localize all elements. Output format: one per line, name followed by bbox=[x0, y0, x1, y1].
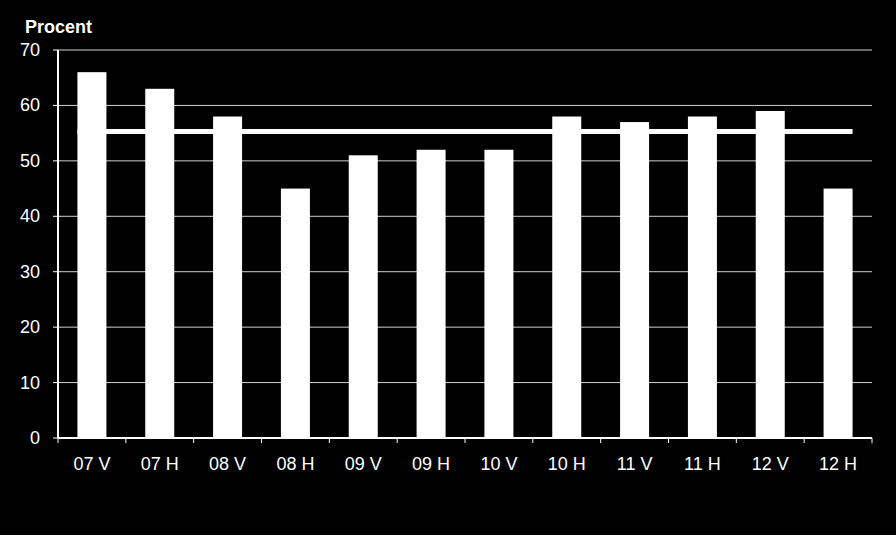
bar bbox=[688, 117, 717, 438]
plot-area bbox=[77, 72, 852, 438]
y-tick-label: 20 bbox=[20, 317, 40, 337]
x-tick-label: 11 H bbox=[684, 454, 721, 474]
y-tick-label: 60 bbox=[20, 95, 40, 115]
bar bbox=[281, 189, 310, 438]
bar bbox=[756, 111, 785, 438]
grid-line bbox=[58, 327, 872, 328]
grid-line bbox=[58, 160, 872, 161]
y-tick-label: 40 bbox=[20, 206, 40, 226]
chart-root: 0 10 20 30 40 50 60 70 07 V 07 H 08 V 08 H 09 V 09 H 1… bbox=[0, 0, 896, 535]
x-tick-label: 10 H bbox=[548, 454, 586, 474]
grid-line bbox=[58, 382, 872, 383]
x-tick-mark bbox=[532, 438, 533, 443]
y-axis bbox=[57, 50, 59, 438]
bar bbox=[349, 155, 378, 438]
x-tick-mark bbox=[261, 438, 262, 443]
x-tick-mark bbox=[58, 438, 59, 443]
y-tick-label: 0 bbox=[30, 428, 40, 448]
x-tick-mark bbox=[600, 438, 601, 443]
grid-line bbox=[58, 271, 872, 272]
y-tick-label: 30 bbox=[20, 262, 40, 282]
bar bbox=[213, 117, 242, 438]
x-tick-label: 12 V bbox=[752, 454, 789, 474]
reference-line bbox=[77, 129, 852, 134]
grid-line bbox=[58, 50, 872, 51]
background bbox=[0, 0, 896, 535]
grid-line bbox=[58, 105, 872, 106]
y-tick-label: 10 bbox=[20, 373, 40, 393]
x-tick-label: 07 V bbox=[73, 454, 110, 474]
bar bbox=[484, 150, 513, 438]
x-tick-label: 10 V bbox=[480, 454, 517, 474]
x-tick-mark bbox=[872, 438, 873, 443]
x-tick-mark bbox=[736, 438, 737, 443]
bar bbox=[77, 72, 106, 438]
x-tick-mark bbox=[329, 438, 330, 443]
bar bbox=[620, 122, 649, 438]
bar bbox=[145, 89, 174, 438]
x-tick-mark bbox=[193, 438, 194, 443]
y-axis-label: Procent bbox=[25, 17, 92, 37]
x-tick-label: 09 V bbox=[345, 454, 382, 474]
bar bbox=[417, 150, 446, 438]
bar bbox=[552, 117, 581, 438]
x-tick-label: 11 V bbox=[617, 454, 653, 474]
grid-line bbox=[58, 216, 872, 217]
y-tick-label: 50 bbox=[20, 151, 40, 171]
x-tick-mark bbox=[397, 438, 398, 443]
x-tick-mark bbox=[804, 438, 805, 443]
x-tick-label: 08 V bbox=[209, 454, 246, 474]
x-tick-label: 09 H bbox=[412, 454, 450, 474]
x-tick-mark bbox=[125, 438, 126, 443]
x-tick-label: 08 H bbox=[276, 454, 314, 474]
x-tick-label: 07 H bbox=[141, 454, 179, 474]
x-tick-mark bbox=[668, 438, 669, 443]
bar bbox=[824, 189, 853, 438]
x-tick-mark bbox=[465, 438, 466, 443]
y-tick-label: 70 bbox=[20, 40, 40, 60]
chart: 0 10 20 30 40 50 60 70 07 V 07 H 08 V 08 H 09 V 09 H 1… bbox=[0, 0, 896, 535]
x-tick-label: 12 H bbox=[819, 454, 857, 474]
